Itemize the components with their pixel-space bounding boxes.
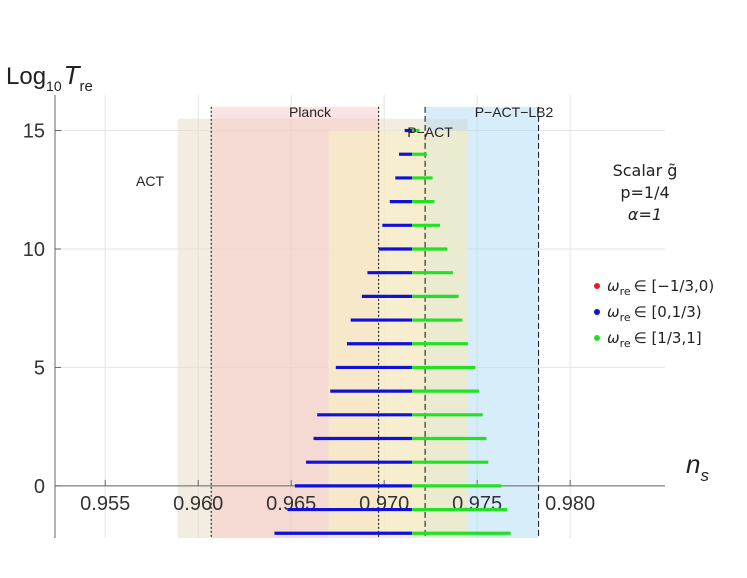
annotation-p: p=1/4 xyxy=(620,183,669,202)
x-tick-label: 0.975 xyxy=(452,493,502,515)
region-label-act: ACT xyxy=(136,173,164,189)
legend-marker-red xyxy=(594,283,600,289)
y-tick-label: 0 xyxy=(34,476,45,498)
y-axis-title-sub: re xyxy=(80,78,93,95)
x-axis-title-main: n xyxy=(686,449,700,479)
legend-omega-green: ω xyxy=(607,329,620,347)
y-axis-title-base: 10 xyxy=(46,78,62,94)
region-layer xyxy=(177,106,539,539)
legend-marker-green xyxy=(594,335,600,341)
annotation-scalar: Scalar g̃ xyxy=(613,161,678,180)
x-tick-label: 0.955 xyxy=(80,493,130,515)
x-tick-label: 0.980 xyxy=(545,493,595,515)
y-tick-label: 5 xyxy=(34,357,45,379)
legend-omega-red: ω xyxy=(607,277,620,295)
legend-label-blue: ωre ∈ [0,1/3) xyxy=(607,303,702,324)
region-label-p-act-lb2: P−ACT−LB2 xyxy=(475,104,554,120)
region-p-act xyxy=(328,130,468,538)
region-label-p-act: P−ACT xyxy=(407,124,453,140)
x-tick-label: 0.965 xyxy=(266,493,316,515)
y-tick-label: 15 xyxy=(23,121,45,143)
x-tick-label: 0.960 xyxy=(173,493,223,515)
y-axis-title-log: Log xyxy=(6,63,46,90)
legend: ωre ∈ [−1/3,0) ωre ∈ [0,1/3) ωre ∈ [1/3,1] xyxy=(594,277,714,350)
legend-sub-red: re xyxy=(620,285,631,298)
x-tick-label: 0.970 xyxy=(359,493,409,515)
axes: 0.955 0.960 0.965 0.970 0.975 0.980 0 5 10 15 xyxy=(23,95,665,538)
y-axis-title: Log10Tre xyxy=(6,60,93,95)
series-layer xyxy=(274,128,511,535)
legend-omega-blue: ω xyxy=(607,303,620,321)
region-label-planck: Planck xyxy=(289,104,332,120)
legend-label-red: ωre ∈ [−1/3,0) xyxy=(607,277,714,298)
x-axis-title-sub: s xyxy=(700,466,709,485)
annotation-alpha: α=1 xyxy=(628,205,662,224)
legend-range-green: ∈ [1/3,1] xyxy=(634,329,702,347)
legend-label-green: ωre ∈ [1/3,1] xyxy=(607,329,702,350)
legend-range-red: ∈ [−1/3,0) xyxy=(634,277,715,295)
y-axis-title-var: T xyxy=(64,60,82,90)
legend-range-blue: ∈ [0,1/3) xyxy=(634,303,702,321)
legend-marker-blue xyxy=(594,309,600,315)
legend-sub-green: re xyxy=(620,337,631,350)
y-tick-label: 10 xyxy=(23,239,45,261)
x-axis-title: ns xyxy=(686,449,709,485)
legend-sub-blue: re xyxy=(620,311,631,324)
